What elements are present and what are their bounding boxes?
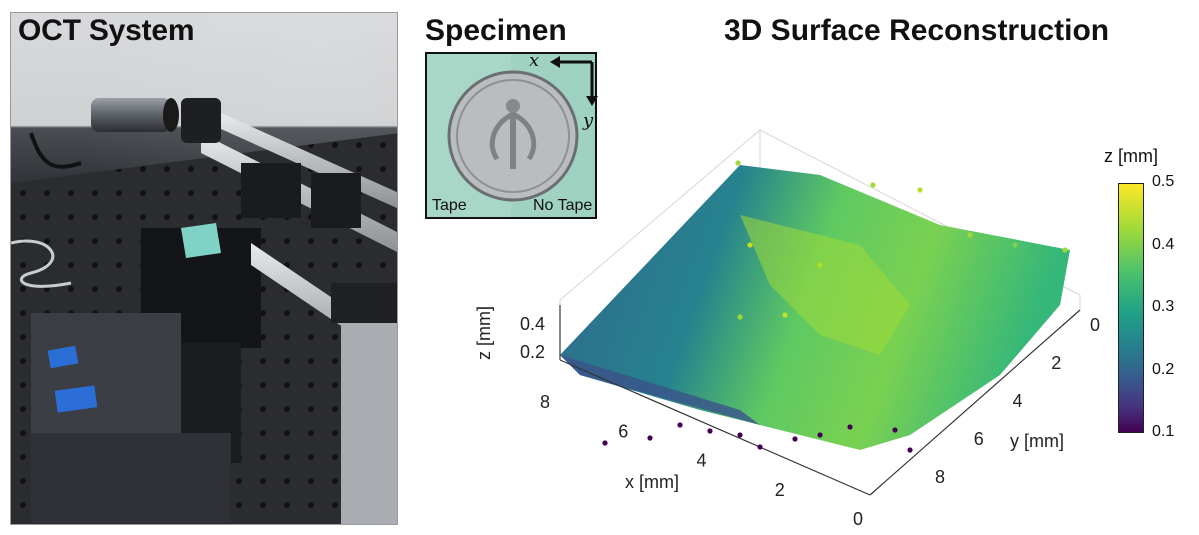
y-tick-label: 2 [1051,353,1061,373]
colorbar-tick-label: 0.5 [1152,173,1175,190]
scatter-point [1062,247,1068,253]
surface-front-edge [560,355,760,425]
x-tick-label: 8 [540,392,550,412]
oct-system-photo [10,12,398,525]
scatter-point [892,427,898,433]
y-tick-labels: 0 2 4 6 8 [935,315,1100,487]
z-axis-label: z [mm] [474,306,494,360]
x-tick-label: 2 [775,480,785,500]
y-arrowhead [586,96,598,106]
scatter-point [757,444,763,450]
z-tick-label: 0.4 [520,314,545,334]
colorbar [1118,183,1144,433]
x-arrowhead [550,56,560,68]
coin-illustration [427,54,595,217]
x-tick-label: 4 [696,451,706,471]
plot-axes [559,305,1081,496]
colorbar-tick-label: 0.2 [1152,360,1175,378]
scatter-point [907,447,913,453]
specimen-axes [550,56,598,106]
scatter-point [870,182,876,188]
scatter-point [847,424,853,430]
colorbar-ticks: 0.5 0.4 0.3 0.2 0.1 [1152,173,1192,443]
scatter-point [1012,242,1018,248]
specimen-tape-label: Tape [432,197,467,214]
colorbar-tick-label: 0.4 [1152,235,1175,253]
scatter-point [677,422,683,428]
specimen-photo [425,52,597,219]
z-tick-labels: 0.40.2 [520,314,545,362]
surface-highlight [740,215,910,355]
z-tick-label: 0.2 [520,342,545,362]
x-tick-label: 0 [853,509,863,529]
scatter-point [707,428,713,434]
oct-illustration [11,98,397,524]
oct-panel-title: OCT System [18,14,195,47]
scatter-point [792,436,798,442]
scatter-point [737,314,743,320]
scatter-point [647,435,653,441]
colorbar-tick-label: 0.3 [1152,298,1175,315]
y-tick-label: 0 [1090,315,1100,335]
reconstruction-panel-title: 3D Surface Reconstruction [724,14,1110,47]
scatter-point [782,312,788,318]
x-tick-labels: 8 6 4 2 0 [540,392,863,529]
colorbar-title: z [mm] [1104,146,1158,166]
y-tick-label: 8 [935,467,945,487]
scatter-point [817,262,823,268]
scatter-point [967,232,973,238]
y-tick-label: 6 [974,429,984,449]
scatter-point [602,440,608,446]
specimen-no-tape-label: No Tape [533,197,593,214]
specimen-x-label: x [529,50,540,71]
scatter-point [917,187,923,193]
scatter-point [735,160,741,166]
x-tick-label: 6 [618,421,628,441]
specimen-y-label: y [583,110,594,131]
x-axis-label: x [mm] [625,472,679,492]
scatter-point [737,432,743,438]
scatter-point [817,432,823,438]
colorbar-tick-label: 0.1 [1152,423,1175,440]
specimen-panel-title: Specimen [425,14,567,47]
y-tick-label: 4 [1012,391,1022,411]
y-axis-label: y [mm] [1010,431,1064,451]
scatter-point [747,242,753,248]
